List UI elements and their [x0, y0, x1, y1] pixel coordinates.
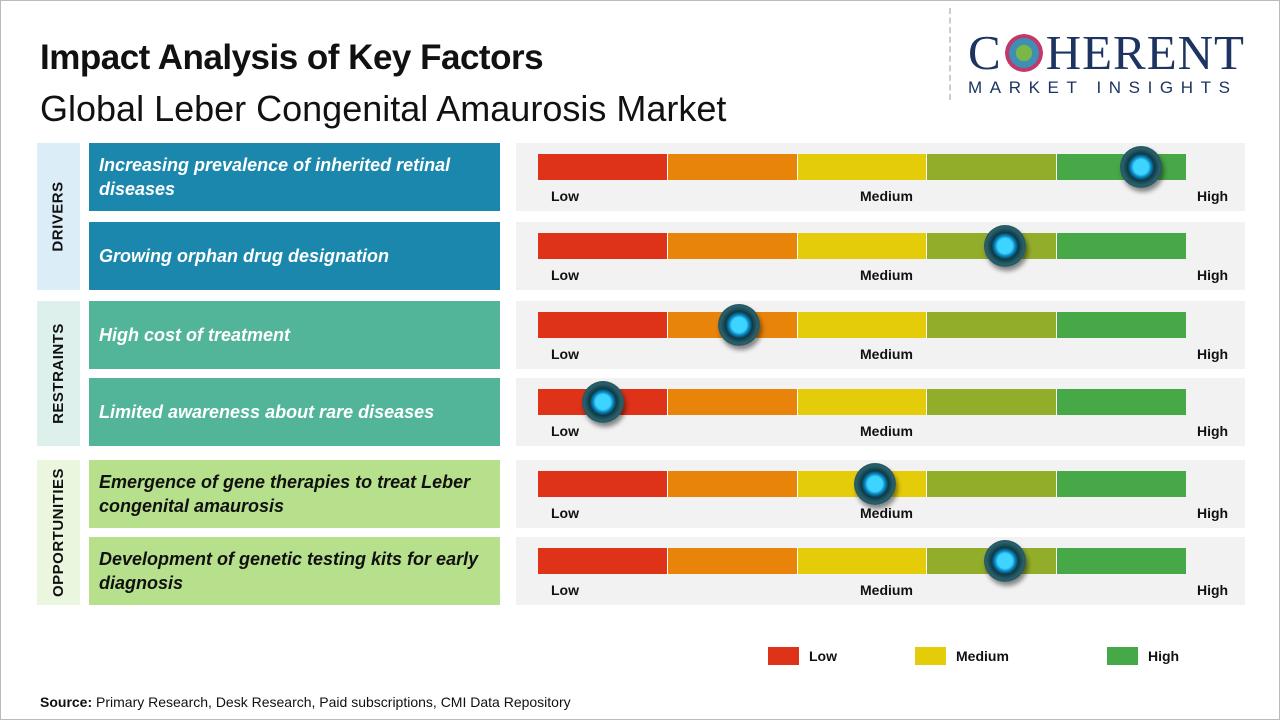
category-opportunities: OPPORTUNITIES [37, 460, 80, 605]
gauge-label-low: Low [551, 267, 579, 283]
gauge-segment [538, 548, 668, 574]
gauge-label-low: Low [551, 423, 579, 439]
gauge-label-low: Low [551, 582, 579, 598]
category-drivers: DRIVERS [37, 143, 80, 290]
gauge-segment [797, 233, 928, 259]
source-text: Primary Research, Desk Research, Paid su… [92, 694, 571, 710]
gauge-label-medium: Medium [860, 505, 913, 521]
legend-label: Medium [956, 648, 1009, 664]
gauge-segment [538, 154, 668, 180]
gauge-scale-bar [538, 154, 1186, 180]
gauge-label-low: Low [551, 188, 579, 204]
divider [949, 8, 951, 100]
gauge-indicator-knob [581, 381, 624, 423]
gauge-label-medium: Medium [860, 267, 913, 283]
gauge-indicator-knob [717, 304, 760, 346]
gauge-label-high: High [1197, 505, 1229, 521]
logo-subtext: MARKET INSIGHTS [968, 78, 1238, 97]
gauge-indicator-knob [983, 540, 1026, 582]
gauge-label-low: Low [551, 505, 579, 521]
gauge-segment [1057, 548, 1186, 574]
category-restraints: RESTRAINTS [37, 301, 80, 446]
gauge-label-medium: Medium [860, 346, 913, 362]
gauge-segment [538, 471, 668, 497]
gauge-scale-bar [538, 389, 1186, 415]
gauge-label-high: High [1197, 582, 1229, 598]
gauge-label-high: High [1197, 346, 1229, 362]
gauge-label-medium: Medium [860, 423, 913, 439]
gauge-segment [1057, 471, 1186, 497]
page-subtitle: Global Leber Congenital Amaurosis Market [40, 88, 727, 129]
gauge-segment [797, 548, 928, 574]
impact-gauge: Low Medium High [516, 460, 1245, 528]
gauge-scale-bar [538, 548, 1186, 574]
impact-gauge: Low Medium High [516, 301, 1245, 369]
gauge-segment [667, 154, 798, 180]
gauge-segment [927, 471, 1058, 497]
gauge-segment [667, 389, 798, 415]
gauge-label-medium: Medium [860, 582, 913, 598]
category-label: OPPORTUNITIES [50, 467, 68, 598]
legend-label: High [1148, 648, 1180, 664]
factor-label: Development of genetic testing kits for … [89, 537, 500, 605]
legend-high: High [1107, 647, 1179, 665]
legend-medium: Medium [915, 647, 1009, 665]
category-label: DRIVERS [50, 181, 67, 252]
gauge-segment [797, 312, 928, 338]
gauge-segment [667, 233, 798, 259]
legend-swatch [915, 647, 946, 665]
source-prefix: Source: [40, 694, 93, 710]
gauge-label-high: High [1197, 188, 1229, 204]
legend-swatch [1107, 647, 1138, 665]
gauge-indicator-knob [983, 225, 1026, 267]
factor-label: High cost of treatment [89, 301, 500, 369]
gauge-indicator-knob [853, 463, 896, 505]
gauge-label-high: High [1197, 423, 1229, 439]
gauge-segment [927, 154, 1058, 180]
impact-gauge: Low Medium High [516, 143, 1245, 211]
gauge-label-medium: Medium [860, 188, 913, 204]
gauge-segment [667, 548, 798, 574]
gauge-segment [1057, 389, 1186, 415]
factor-label: Increasing prevalence of inherited retin… [89, 143, 500, 211]
gauge-segment [1057, 233, 1186, 259]
source-note: Source: Primary Research, Desk Research,… [40, 694, 571, 710]
legend-label: Low [809, 648, 837, 664]
gauge-scale-bar [538, 233, 1186, 259]
gauge-segment [797, 154, 928, 180]
factor-label: Growing orphan drug designation [89, 222, 500, 290]
impact-gauge: Low Medium High [516, 222, 1245, 290]
legend-swatch [768, 647, 799, 665]
legend-low: Low [768, 647, 837, 665]
gauge-segment [1057, 312, 1186, 338]
logo-text-left: C [968, 25, 1002, 80]
gauge-segment [927, 312, 1058, 338]
gauge-label-low: Low [551, 346, 579, 362]
gauge-indicator-knob [1119, 146, 1162, 188]
page-title: Impact Analysis of Key Factors [40, 38, 544, 77]
logo-text-right: HERENT [1045, 25, 1245, 80]
globe-icon [1004, 34, 1043, 72]
gauge-scale-bar [538, 312, 1186, 338]
gauge-segment [667, 471, 798, 497]
factor-label: Limited awareness about rare diseases [89, 378, 500, 446]
gauge-segment [538, 233, 668, 259]
category-label: RESTRAINTS [50, 323, 67, 424]
impact-gauge: Low Medium High [516, 378, 1245, 446]
logo: C HERENT MARKET INSIGHTS [968, 25, 1263, 98]
impact-gauge: Low Medium High [516, 537, 1245, 605]
gauge-segment [927, 389, 1058, 415]
gauge-segment [797, 389, 928, 415]
gauge-label-high: High [1197, 267, 1229, 283]
gauge-segment [538, 312, 668, 338]
factor-label: Emergence of gene therapies to treat Leb… [89, 460, 500, 528]
